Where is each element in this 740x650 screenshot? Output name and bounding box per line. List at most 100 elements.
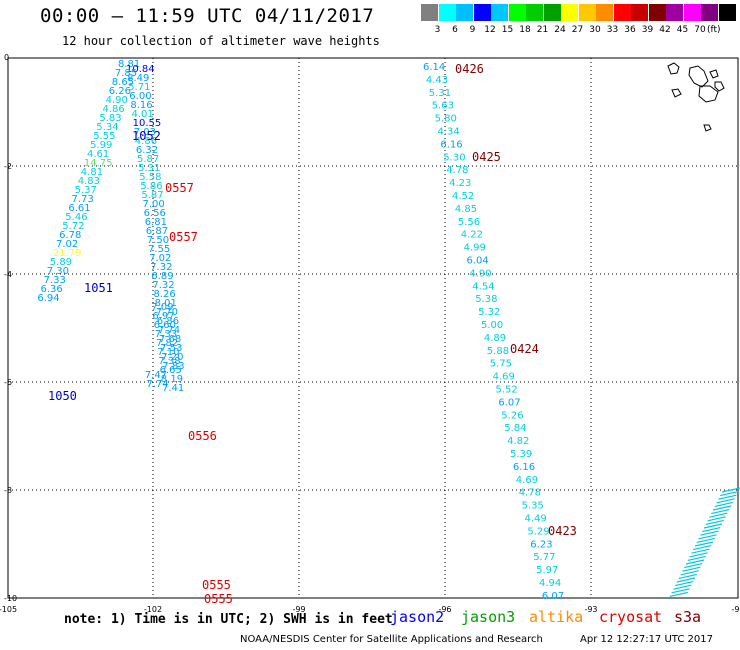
wave-height-reading: 5.35 xyxy=(522,501,544,512)
satellite-jason3-label: jason3 xyxy=(461,608,516,626)
wave-height-reading: 5.75 xyxy=(490,359,512,370)
wave-height-reading: 4.89 xyxy=(484,333,506,344)
pass-time-label: 1051 xyxy=(84,281,113,295)
dense-track-mark xyxy=(712,505,732,511)
wave-height-reading: 6.36 xyxy=(41,284,63,295)
y-tick-label: -2 xyxy=(4,162,12,171)
pass-time-label: 0557 xyxy=(169,230,198,244)
wave-height-reading: 7.02 xyxy=(56,239,78,250)
x-tick-label: -102 xyxy=(144,605,162,614)
legend-tick-label: 70 xyxy=(694,25,706,35)
legend-tick-label: 21 xyxy=(536,25,549,35)
wave-height-reading: 5.83 xyxy=(99,113,121,124)
wave-height-reading: 4.54 xyxy=(472,281,494,292)
wave-height-reading: 5.87 xyxy=(141,190,163,201)
dense-track-mark xyxy=(689,552,708,558)
legend-tick-label: 24 xyxy=(554,25,566,35)
wave-height-reading: 5.86 xyxy=(140,181,162,192)
x-tick-label: -105 xyxy=(0,605,17,614)
dense-track-mark xyxy=(693,545,712,551)
wave-height-reading: 7.70 xyxy=(156,307,178,318)
legend-tick-label: 33 xyxy=(606,25,619,35)
pass-time-label: 0425 xyxy=(472,150,501,164)
wave-height-reading: 6.16 xyxy=(440,139,462,150)
wave-height-reading: 21.79 xyxy=(53,248,82,259)
legend-tick-label: 30 xyxy=(589,25,601,35)
legend-tick-label: (ft) xyxy=(707,25,721,35)
wave-height-reading: 4.90 xyxy=(106,95,128,106)
y-tick-label: -6 xyxy=(4,378,12,387)
wave-height-reading: 7.53 xyxy=(160,343,182,354)
wave-height-reading: 7.33 xyxy=(44,275,66,286)
wave-height-reading: 8.19 xyxy=(161,374,183,385)
wave-height-reading: 6.61 xyxy=(68,203,90,214)
dense-track-mark xyxy=(696,537,715,543)
map-subtitle: 12 hour collection of altimeter wave hei… xyxy=(62,34,380,48)
legend-swatch xyxy=(613,4,631,21)
wave-height-reading: 10.84 xyxy=(126,64,155,75)
wave-height-reading: 6.07 xyxy=(498,397,520,408)
wave-height-reading: 8.01 xyxy=(155,298,177,309)
wave-height-reading: 5.97 xyxy=(536,565,558,576)
wave-height-reading: 6.32 xyxy=(136,145,158,156)
wave-height-reading: 4.99 xyxy=(464,243,486,254)
wave-height-reading: 5.55 xyxy=(93,131,115,142)
wave-height-reading: 5.34 xyxy=(96,122,118,133)
wave-height-reading: 4.83 xyxy=(78,176,100,187)
wave-height-legend: 3 6 9 12 15 18 21 24 27 30 33 36 39 42 45 70 (ft) xyxy=(421,4,740,40)
wave-height-reading: 7.55 xyxy=(148,244,170,255)
wave-height-reading: 7.82 xyxy=(156,338,178,349)
dense-track-mark xyxy=(687,555,706,561)
wave-height-reading: 5.71 xyxy=(128,82,150,93)
wave-height-reading: 4.52 xyxy=(452,191,474,202)
dense-track-mark xyxy=(718,494,737,500)
pass-time-label: 0557 xyxy=(165,181,194,195)
dense-track-mark xyxy=(685,559,705,565)
wave-height-reading: 5.52 xyxy=(496,385,518,396)
y-tick-label: -10 xyxy=(4,594,17,603)
wave-height-reading: 6.60 xyxy=(154,320,176,331)
wave-height-reading: 7.20 xyxy=(161,352,183,363)
legend-tick-label: 9 xyxy=(469,25,476,35)
dense-track-mark xyxy=(707,516,726,522)
wave-height-reading: 5.63 xyxy=(432,101,454,112)
wave-height-reading: 7.30 xyxy=(47,266,69,277)
legend-swatch xyxy=(508,4,526,21)
wave-height-reading: 5.87 xyxy=(137,154,159,165)
pass-time-label: 0556 xyxy=(188,429,217,443)
y-tick-label: -4 xyxy=(4,270,12,279)
dense-track-mark xyxy=(691,548,710,554)
map-frame xyxy=(7,57,739,599)
wave-height-reading: 10.55 xyxy=(133,118,162,129)
legend-tick-label: 15 xyxy=(501,25,514,35)
wave-height-reading: 8.26 xyxy=(154,289,176,300)
wave-height-reading: 5.32 xyxy=(478,307,500,318)
generated-timestamp: Apr 12 12:27:17 UTC 2017 xyxy=(580,634,713,645)
altimeter-track-b: 6.144.435.315.635.804.346.165.304.784.23… xyxy=(423,62,564,602)
wave-height-reading: 6.97 xyxy=(152,311,174,322)
satellite-altika-label: altika xyxy=(529,608,584,626)
wave-height-reading: 7.32 xyxy=(152,280,174,291)
wave-height-reading: 5.58 xyxy=(139,172,161,183)
dense-track-mark xyxy=(676,577,696,583)
units-note: note: 1) Time is in UTC; 2) SWH is in fe… xyxy=(64,612,393,627)
legend-swatch xyxy=(456,4,473,21)
legend-tick-label: 27 xyxy=(571,25,584,35)
wave-height-reading: 6.65 xyxy=(160,365,182,376)
wave-height-reading: 7.50 xyxy=(147,235,169,246)
wave-height-reading: 4.61 xyxy=(87,149,109,160)
wave-height-reading: 5.30 xyxy=(443,152,465,163)
wave-height-reading: 6.89 xyxy=(151,271,173,282)
wave-height-reading: 14.75 xyxy=(84,158,113,169)
wave-height-reading: 6.56 xyxy=(144,208,166,219)
y-tick-label: -8 xyxy=(4,486,12,495)
wave-height-reading: 7.68 xyxy=(159,334,181,345)
wave-height-reading: 4.78 xyxy=(446,165,468,176)
wave-height-reading: 4.86 xyxy=(103,104,125,115)
legend-swatch xyxy=(701,4,718,21)
legend-tick-label: 42 xyxy=(659,25,671,35)
wave-height-reading: 4.43 xyxy=(426,75,448,86)
dense-track-mark xyxy=(700,530,719,536)
wave-height-reading: 7.02 xyxy=(149,253,171,264)
